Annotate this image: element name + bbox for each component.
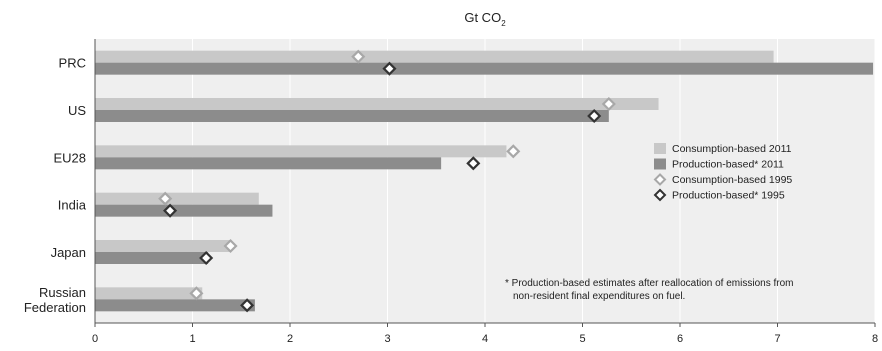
chart-title-main: Gt CO [464, 10, 501, 25]
x-tick-label: 1 [189, 333, 195, 345]
category-label: US [68, 103, 86, 118]
bar [95, 110, 609, 122]
category-label-line: PRC [59, 56, 86, 71]
bar [95, 240, 230, 252]
x-tick-label: 5 [579, 333, 585, 345]
data-point-marker [189, 286, 204, 301]
category-label: Japan [51, 245, 86, 260]
x-tick-label: 8 [872, 333, 878, 345]
bars-layer [95, 50, 874, 312]
x-tick-label: 4 [482, 333, 488, 345]
legend-swatch [654, 158, 666, 170]
data-point-marker [466, 156, 481, 171]
data-point-marker [223, 238, 238, 254]
category-label-line: US [68, 103, 86, 118]
data-point-marker [199, 250, 214, 266]
markers-layer [158, 49, 616, 313]
x-tick-label: 6 [677, 333, 683, 345]
x-tick-label: 2 [287, 333, 293, 345]
data-point-marker [601, 96, 616, 112]
category-label-line: India [58, 198, 87, 213]
x-axis [94, 39, 876, 327]
data-point-marker [587, 108, 602, 124]
legend: Consumption-based 2011 Production-based* … [653, 143, 792, 202]
data-point-marker [382, 61, 397, 76]
footnote: * Production-based estimates after reall… [505, 278, 793, 302]
bar [95, 157, 442, 170]
legend-swatch [653, 173, 667, 186]
bar [95, 50, 774, 63]
bar [95, 252, 209, 264]
category-label-line: EU28 [53, 150, 86, 165]
bar [95, 299, 255, 312]
x-tick-labels: 0 1 2 3 4 5 6 7 8 [92, 333, 878, 345]
chart-title-subscript: 2 [501, 19, 506, 28]
gridlines [192, 39, 876, 323]
data-point-marker [158, 191, 173, 206]
data-point-marker [351, 49, 366, 64]
legend-swatch [654, 143, 666, 154]
data-point-marker [506, 144, 521, 159]
legend-label: Production-based* 2011 [672, 159, 784, 171]
footnote-line: * Production-based estimates after reall… [505, 278, 793, 289]
category-label-line: Federation [24, 300, 86, 315]
category-label-line: Russian [39, 285, 86, 300]
bar [95, 62, 874, 75]
bar [95, 98, 659, 110]
bar [95, 204, 273, 217]
bar [95, 145, 507, 158]
bar [95, 192, 259, 205]
data-point-marker [163, 203, 178, 218]
x-tick-label: 3 [384, 333, 390, 345]
footnote-line: non-resident final expenditures on fuel. [513, 291, 685, 302]
data-point-marker [240, 298, 255, 313]
legend-label: Consumption-based 1995 [672, 174, 792, 186]
x-tick-label: 7 [774, 333, 780, 345]
category-label-line: Japan [51, 245, 86, 260]
chart-title: Gt CO2 [464, 10, 506, 28]
legend-label: Consumption-based 2011 [672, 143, 792, 155]
legend-swatch [653, 188, 667, 202]
category-labels: PRC US EU28 India Japan Russian Federation [24, 56, 87, 315]
x-tick-label: 0 [92, 333, 98, 345]
category-label: PRC [59, 56, 86, 71]
legend-label: Production-based* 1995 [672, 190, 785, 202]
bar [95, 287, 203, 300]
category-label: India [58, 198, 87, 213]
category-label: Russian Federation [24, 285, 86, 315]
category-label: EU28 [53, 150, 86, 165]
